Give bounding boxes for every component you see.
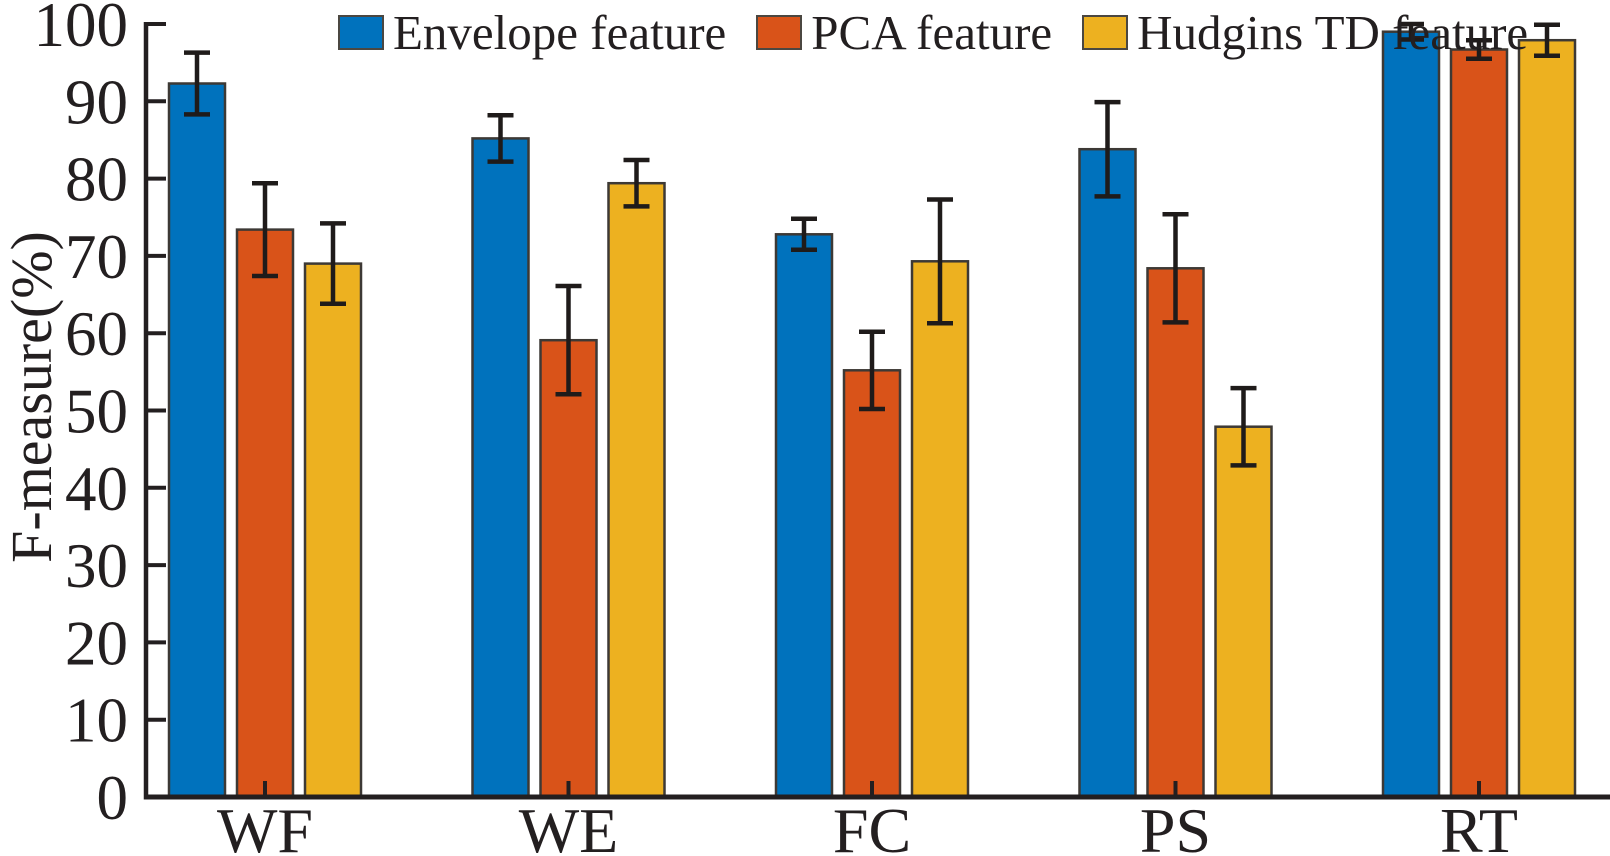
legend-swatch-pca-feature bbox=[756, 15, 803, 50]
x-category-label-ps: PS bbox=[1140, 795, 1211, 856]
error-bar-hudgins-td-feature-ps bbox=[1230, 385, 1257, 468]
y-tick-label-10: 10 bbox=[65, 686, 128, 756]
error-bar-pca-feature-we bbox=[555, 283, 582, 397]
y-tick-label-80: 80 bbox=[65, 145, 128, 215]
bar-hudgins-td-feature-wf bbox=[303, 262, 363, 799]
x-category-label-we: WE bbox=[519, 795, 619, 856]
x-category-label-wf: WF bbox=[217, 795, 313, 856]
error-bar-hudgins-td-feature-wf bbox=[320, 221, 346, 307]
error-bar-envelope-feature-ps bbox=[1094, 99, 1121, 199]
y-tick-label-60: 60 bbox=[65, 299, 128, 369]
error-bar-pca-feature-ps bbox=[1162, 211, 1189, 325]
x-category-label-fc: FC bbox=[833, 795, 911, 856]
bar-hudgins-td-feature-we bbox=[607, 181, 666, 799]
bar-envelope-feature-rt bbox=[1381, 30, 1441, 799]
bar-hudgins-td-feature-rt bbox=[1517, 38, 1577, 799]
y-tick-label-20: 20 bbox=[65, 608, 128, 678]
legend-label-envelope-feature: Envelope feature bbox=[393, 5, 727, 60]
error-bar-pca-feature-fc bbox=[859, 329, 885, 412]
bar-hudgins-td-feature-fc bbox=[910, 260, 970, 799]
error-bar-envelope-feature-fc bbox=[791, 216, 817, 252]
legend-swatch-hudgins-td-feature bbox=[1082, 15, 1129, 50]
y-tick-label-100: 100 bbox=[34, 0, 129, 60]
legend-item-hudgins-td-feature: Hudgins TD feature bbox=[1082, 8, 1528, 57]
bar-envelope-feature-wf bbox=[167, 82, 227, 799]
y-axis-title: F-measure(%) bbox=[0, 231, 64, 563]
error-bar-hudgins-td-feature-fc bbox=[927, 197, 953, 326]
chart-legend: Envelope feature PCA feature Hudgins TD … bbox=[338, 8, 1528, 57]
legend-label-hudgins-td-feature: Hudgins TD feature bbox=[1137, 5, 1529, 60]
bar-pca-feature-fc bbox=[842, 369, 902, 799]
y-tick-label-40: 40 bbox=[65, 454, 128, 524]
bar-pca-feature-rt bbox=[1449, 48, 1509, 799]
bar-pca-feature-we bbox=[539, 338, 598, 799]
bar-envelope-feature-we bbox=[471, 137, 530, 799]
bar-envelope-feature-ps bbox=[1078, 147, 1137, 799]
y-tick-label-70: 70 bbox=[65, 222, 128, 292]
y-tick-label-0: 0 bbox=[97, 763, 129, 833]
y-tick-label-90: 90 bbox=[65, 67, 128, 137]
legend-item-envelope-feature: Envelope feature bbox=[338, 8, 726, 57]
bar-pca-feature-ps bbox=[1146, 267, 1205, 799]
error-bar-hudgins-td-feature-rt bbox=[1534, 22, 1560, 58]
error-bar-pca-feature-rt bbox=[1466, 37, 1492, 62]
x-category-label-rt: RT bbox=[1440, 795, 1518, 856]
y-tick-label-30: 30 bbox=[65, 531, 128, 601]
error-bar-pca-feature-wf bbox=[252, 180, 278, 279]
legend-item-pca-feature: PCA feature bbox=[756, 8, 1052, 57]
error-bar-hudgins-td-feature-we bbox=[623, 157, 650, 209]
error-bar-envelope-feature-rt bbox=[1398, 21, 1424, 42]
error-bar-envelope-feature-we bbox=[487, 112, 514, 164]
y-tick-label-50: 50 bbox=[65, 377, 128, 447]
legend-swatch-envelope-feature bbox=[338, 15, 384, 50]
bar-envelope-feature-fc bbox=[774, 233, 834, 799]
error-bar-envelope-feature-wf bbox=[184, 50, 210, 117]
bar-hudgins-td-feature-ps bbox=[1214, 425, 1273, 799]
legend-label-pca-feature: PCA feature bbox=[811, 5, 1053, 60]
bar-pca-feature-wf bbox=[235, 228, 295, 799]
